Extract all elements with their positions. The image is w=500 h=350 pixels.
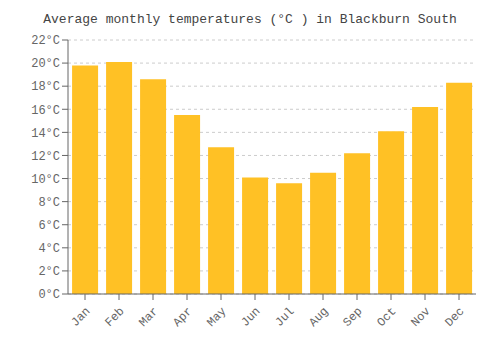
svg-text:0°C: 0°C [38, 288, 60, 302]
svg-text:8°C: 8°C [38, 196, 60, 210]
svg-text:Oct: Oct [374, 305, 399, 330]
svg-text:16°C: 16°C [31, 104, 60, 118]
svg-text:12°C: 12°C [31, 150, 60, 164]
svg-text:May: May [204, 305, 229, 330]
svg-text:Mar: Mar [136, 305, 161, 330]
svg-text:10°C: 10°C [31, 173, 60, 187]
svg-text:Apr: Apr [170, 305, 195, 330]
html-text:Average monthly temperatures (: Average monthly temperatures (°C ) in Bl… [43, 12, 457, 27]
svg-text:Aug: Aug [306, 305, 331, 330]
svg-text:Jun: Jun [238, 305, 263, 330]
svg-text:14°C: 14°C [31, 127, 60, 141]
svg-text:22°C: 22°C [31, 34, 60, 48]
svg-text:Jul: Jul [272, 305, 297, 330]
svg-text:Jan: Jan [68, 305, 93, 330]
svg-text:Nov: Nov [408, 305, 433, 330]
svg-text:6°C: 6°C [38, 219, 60, 233]
svg-text:20°C: 20°C [31, 57, 60, 71]
svg-text:Dec: Dec [442, 305, 467, 330]
svg-text:18°C: 18°C [31, 80, 60, 94]
svg-text:Sep: Sep [340, 305, 365, 330]
svg-text:4°C: 4°C [38, 242, 60, 256]
svg-text:2°C: 2°C [38, 265, 60, 279]
svg-text:Feb: Feb [102, 305, 127, 330]
